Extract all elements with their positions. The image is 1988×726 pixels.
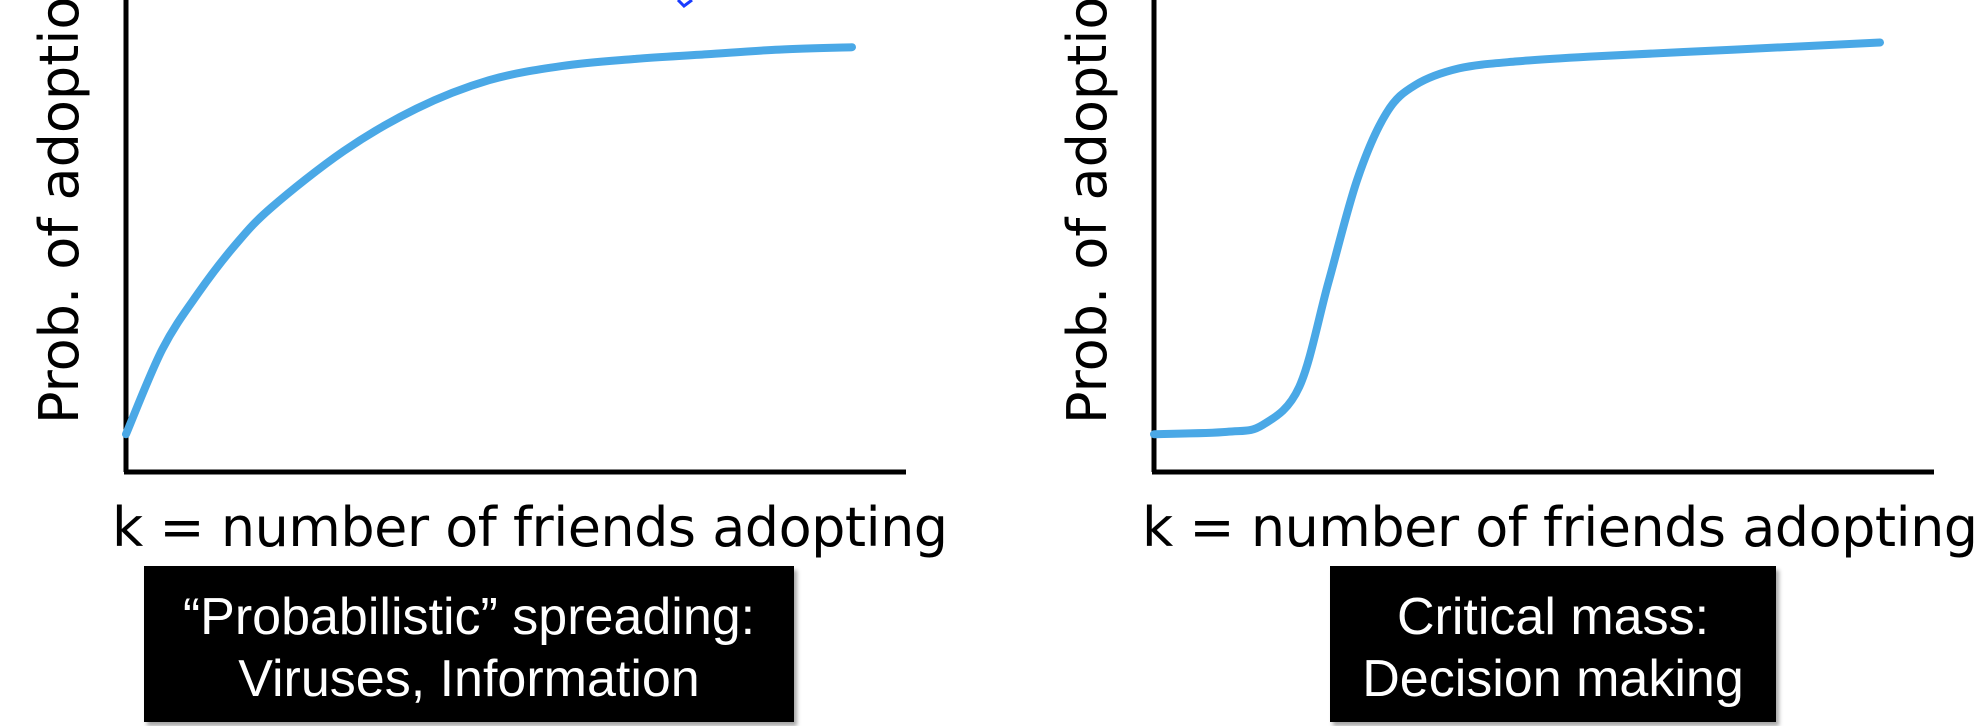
right-xlabel: k = number of friends adopting [1142,496,1978,559]
stray-blue-mark [676,0,693,8]
right-caption-line-2: Decision making [1362,650,1744,708]
left-caption-line-2: Viruses, Information [238,650,700,708]
left-xlabel: k = number of friends adopting [112,496,948,559]
right-adoption-curve [1150,38,1884,439]
left-caption: “Probabilistic” spreading: Viruses, Info… [144,566,794,722]
right-caption-line-1: Critical mass: [1396,588,1710,646]
left-ylabel: Prob. of adoption [28,0,91,424]
right-caption: Critical mass: Decision making [1330,566,1776,722]
left-adoption-curve [122,43,856,439]
right-ylabel: Prob. of adoption [1056,0,1119,424]
left-caption-line-1: “Probabilistic” spreading: [182,588,756,646]
